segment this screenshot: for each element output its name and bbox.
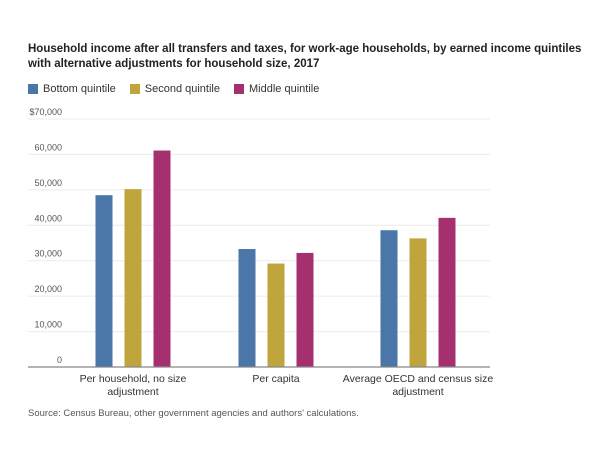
- x-tick-label: Average OECD and census size: [343, 373, 494, 385]
- legend-swatch: [234, 84, 244, 94]
- bar: [380, 230, 398, 367]
- y-tick-label: 20,000: [34, 284, 62, 294]
- legend-swatch: [28, 84, 38, 94]
- x-tick-label: adjustment: [107, 386, 158, 398]
- chart-title: Household income after all transfers and…: [28, 43, 582, 70]
- legend-label: Middle quintile: [249, 83, 320, 95]
- y-tick-label: 40,000: [34, 213, 62, 223]
- y-tick-label: 50,000: [34, 178, 62, 188]
- legend-item-middle: Middle quintile: [234, 83, 319, 95]
- x-tick-label: Per capita: [252, 373, 299, 385]
- bar: [238, 249, 256, 367]
- y-tick-label: $70,000: [29, 107, 62, 117]
- x-tick-label: Per household, no size: [80, 373, 187, 385]
- bar: [296, 252, 314, 367]
- y-tick-label: 30,000: [34, 249, 62, 259]
- legend-label: Bottom quintile: [43, 83, 116, 95]
- bar: [124, 189, 142, 367]
- bar: [267, 263, 285, 367]
- y-tick-label: 60,000: [34, 142, 62, 152]
- bar: [409, 238, 427, 367]
- legend-label: Second quintile: [144, 83, 220, 95]
- bar: [95, 195, 113, 367]
- source-note: Source: Census Bureau, other government …: [28, 408, 359, 419]
- y-tick-label: 10,000: [34, 320, 62, 330]
- legend: Bottom quintile Second quintile Middle q…: [28, 83, 319, 95]
- bar: [153, 150, 171, 367]
- bar: [438, 217, 456, 367]
- y-tick-label: 0: [57, 355, 62, 365]
- legend-swatch: [129, 84, 140, 94]
- x-tick-label: adjustment: [392, 386, 443, 398]
- legend-item-second: Second quintile: [129, 83, 220, 95]
- legend-item-bottom: Bottom quintile: [28, 83, 116, 95]
